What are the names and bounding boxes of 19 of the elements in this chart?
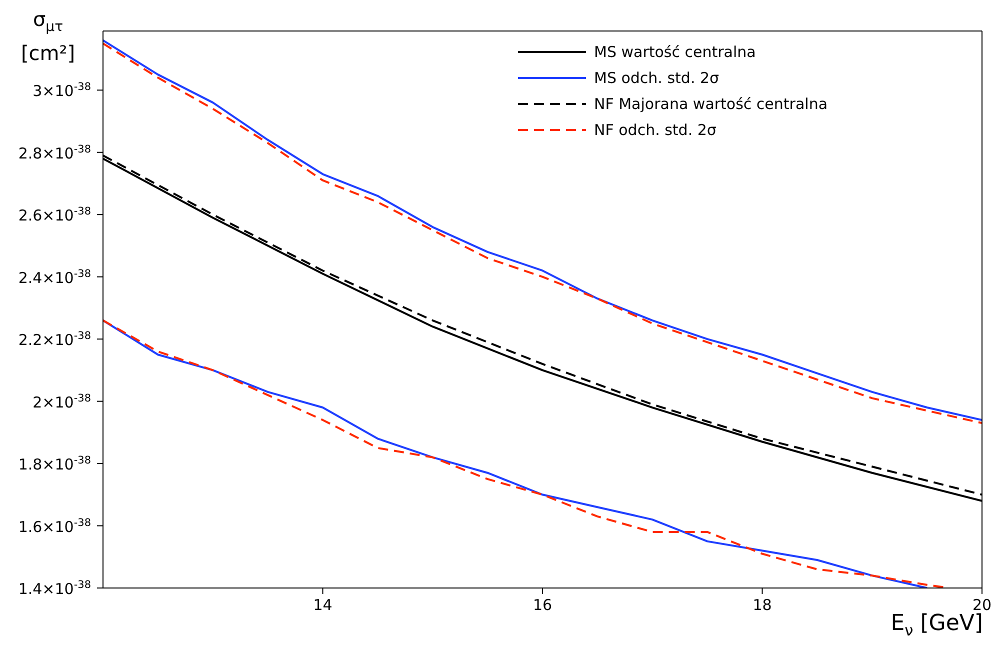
x-tick-label: 18 bbox=[752, 596, 772, 614]
y-tick-label: 1.8×10$^{-38}$ bbox=[18, 454, 91, 474]
x-tick-label: 16 bbox=[532, 596, 552, 614]
x-tick-label: 14 bbox=[313, 596, 332, 614]
y-tick-label: 2.4×10$^{-38}$ bbox=[18, 268, 91, 287]
legend-label: NF odch. std. 2σ bbox=[594, 121, 717, 139]
y-tick-label: 2×10$^{-38}$ bbox=[32, 392, 91, 412]
x-axis-title: E$_{ν}$ [GeV] bbox=[890, 611, 983, 640]
y-tick-label: 2.8×10$^{-38}$ bbox=[18, 143, 91, 162]
y-tick-label: 3×10$^{-38}$ bbox=[32, 81, 91, 100]
y-tick-label: 1.4×10$^{-38}$ bbox=[18, 579, 91, 598]
legend-label: MS wartość centralna bbox=[594, 43, 756, 61]
legend-label: NF Majorana wartość centralna bbox=[594, 95, 828, 113]
y-tick-label: 2.6×10$^{-38}$ bbox=[18, 206, 91, 225]
y-tick-label: 2.2×10$^{-38}$ bbox=[18, 330, 91, 350]
x-tick-label: 20 bbox=[972, 596, 992, 614]
legend-label: MS odch. std. 2σ bbox=[594, 69, 720, 87]
y-axis-title: σ$_{μτ}$ [cm²] bbox=[20, 7, 76, 65]
y-tick-label: 1.6×10$^{-38}$ bbox=[18, 516, 91, 536]
